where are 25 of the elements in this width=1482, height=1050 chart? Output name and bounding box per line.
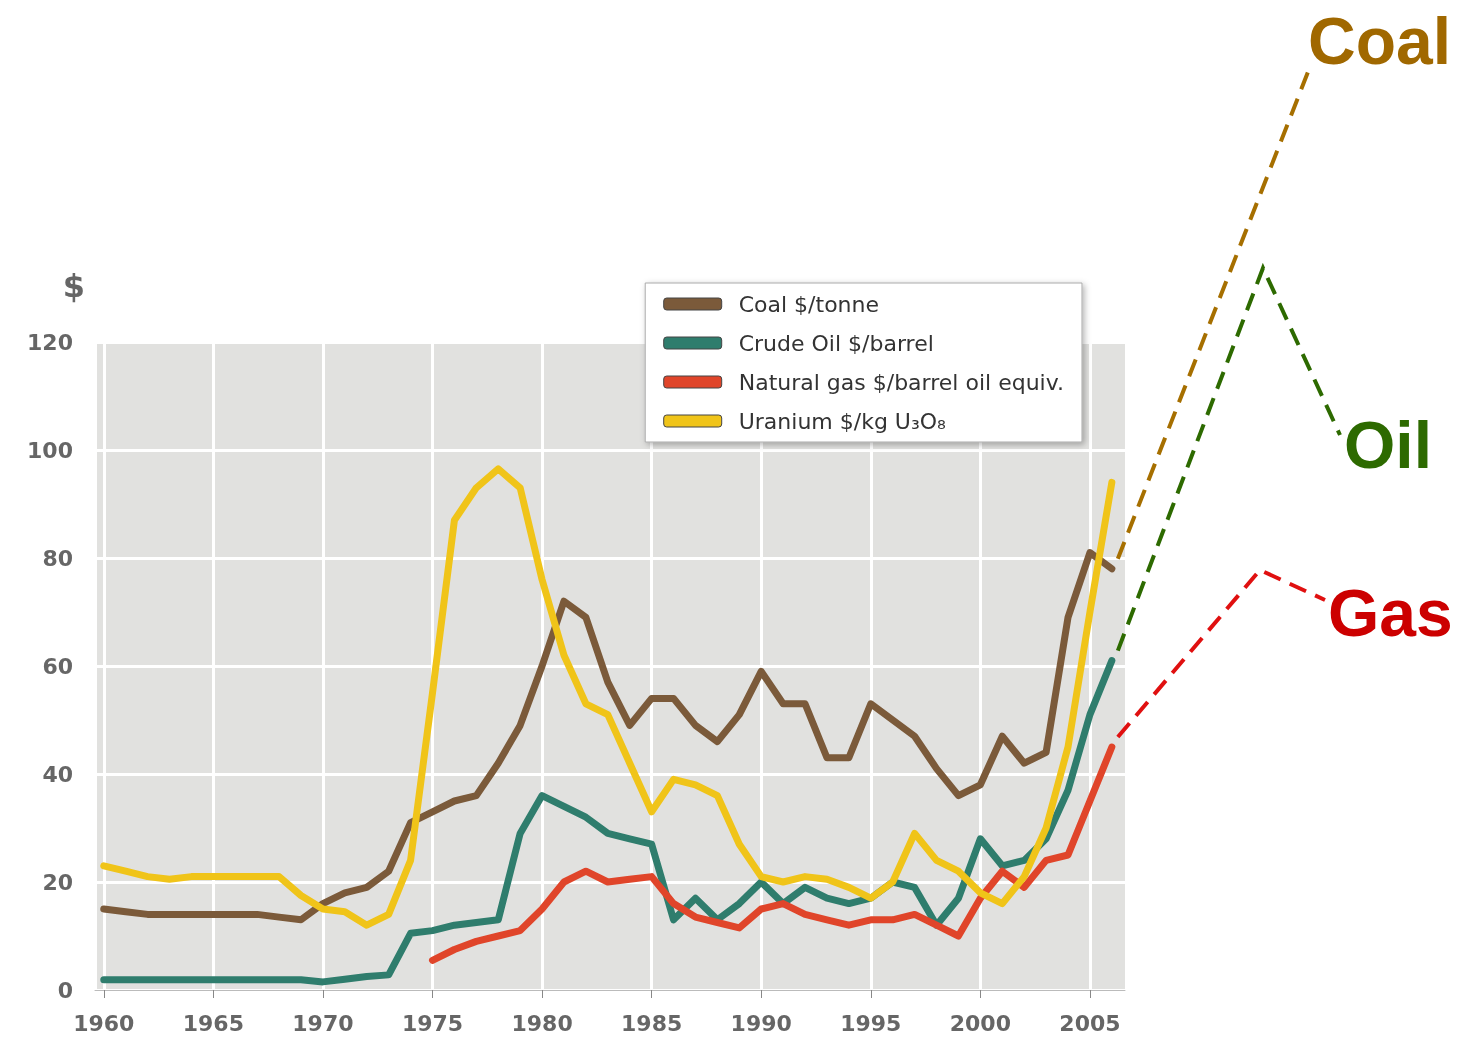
- legend-label: Crude Oil $/barrel: [738, 330, 934, 356]
- legend-label: Uranium $/kg U₃O₈: [738, 408, 947, 434]
- x-tick-label: 1980: [511, 1010, 573, 1036]
- x-tick-label: 1970: [292, 1010, 354, 1036]
- y-tick-label: 0: [57, 977, 73, 1003]
- x-tick-label: 2000: [949, 1010, 1011, 1036]
- y-tick-label: 80: [42, 545, 73, 571]
- x-tick-label: 1985: [621, 1010, 683, 1036]
- y-tick-label: 120: [27, 329, 73, 355]
- y-tick-label: 20: [42, 869, 73, 895]
- x-tick-label: 1975: [401, 1010, 464, 1036]
- x-tick-label: 1960: [73, 1010, 135, 1036]
- x-tick-label: 2005: [1059, 1010, 1121, 1036]
- text: Gas: [1328, 576, 1453, 650]
- x-tick-label: 1990: [730, 1010, 792, 1036]
- y-axis-title: $: [62, 267, 85, 305]
- text: Oil: [1344, 408, 1433, 482]
- y-tick-label: 60: [42, 653, 73, 679]
- y-tick-label: 40: [42, 761, 73, 787]
- text: Coal: [1308, 4, 1452, 78]
- legend-label: Coal $/tonne: [738, 291, 880, 317]
- x-tick-label: 1995: [840, 1010, 902, 1036]
- x-tick-label: 1965: [182, 1010, 244, 1036]
- legend-label: Natural gas $/barrel oil equiv.: [738, 369, 1064, 395]
- y-tick-label: 100: [27, 437, 73, 463]
